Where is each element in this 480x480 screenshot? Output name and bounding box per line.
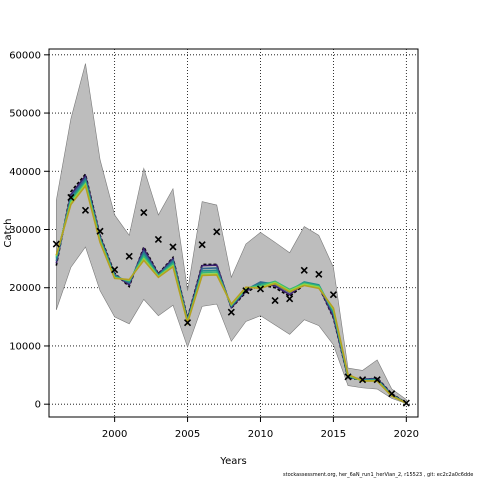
observed-point <box>96 227 104 235</box>
observed-point <box>286 295 294 303</box>
y-tick-label: 10000 <box>9 341 41 352</box>
x-axis: 2000 2005 2010 2015 2020 <box>102 417 419 440</box>
observed-point <box>300 266 308 274</box>
observed-point <box>344 373 352 381</box>
observed-point <box>256 285 265 293</box>
x-tick-label: 2020 <box>394 429 419 440</box>
x-tick-label: 2010 <box>248 429 273 440</box>
series-line-7 <box>55 184 407 404</box>
observed-point <box>271 296 279 305</box>
observed-point <box>242 287 250 295</box>
plot-frame <box>48 48 419 418</box>
observed-point <box>329 291 337 299</box>
observed-point <box>183 319 192 327</box>
observed-point <box>111 266 119 274</box>
observed-point <box>359 376 367 384</box>
observed-point <box>52 240 60 248</box>
x-tick-label: 2015 <box>321 429 346 440</box>
x-axis-label: Years <box>219 456 246 467</box>
observed-point <box>81 206 90 214</box>
y-axis: 0 10000 20000 30000 40000 50000 60000 <box>9 50 49 411</box>
observed-point <box>315 270 323 278</box>
observed-point <box>169 243 177 251</box>
y-tick-label: 20000 <box>9 283 41 294</box>
observed-points <box>52 193 410 407</box>
confidence-band <box>55 63 407 405</box>
y-tick-label: 0 <box>35 400 41 411</box>
observed-point <box>198 241 206 249</box>
observed-point <box>67 193 75 202</box>
y-tick-label: 40000 <box>9 167 41 178</box>
x-tick-label: 2005 <box>175 429 200 440</box>
y-tick-label: 50000 <box>9 109 41 120</box>
observed-point <box>154 235 162 243</box>
observed-point <box>388 390 396 398</box>
confidence-band-area <box>55 63 407 405</box>
footer-note: stockassessment.org, her_6aN_run1_herVia… <box>283 472 474 478</box>
y-axis-label: Catch <box>3 219 14 248</box>
y-tick-label: 60000 <box>9 50 41 61</box>
observed-point <box>140 209 148 217</box>
y-tick-label: 30000 <box>9 225 41 236</box>
observed-point <box>227 308 235 316</box>
observed-point <box>213 228 221 236</box>
observed-point <box>373 376 381 384</box>
observed-point <box>125 252 133 260</box>
x-tick-label: 2000 <box>102 429 127 440</box>
observed-point <box>402 399 410 407</box>
